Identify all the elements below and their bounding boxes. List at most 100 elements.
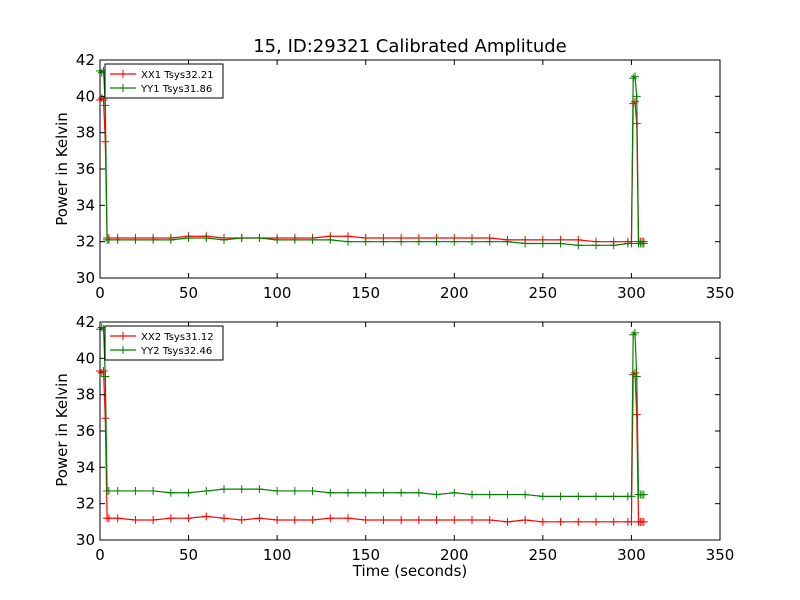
data-point-top-2 [255,234,264,243]
data-point-bottom-1 [104,514,113,523]
data-point-top-2 [632,92,641,101]
data-point-bottom-1 [344,514,352,523]
data-point-top-1 [99,95,108,104]
data-point-top-2 [468,237,476,246]
data-point-top-2 [101,101,110,110]
data-point-bottom-2 [308,486,317,495]
data-point-bottom-1 [538,517,547,526]
data-point-bottom-2 [101,372,110,381]
data-point-top-2 [414,237,423,246]
legend-top: XX1 Tsys32.21 YY1 Tsys31.86 [104,63,224,99]
data-point-bottom-2 [432,490,441,499]
data-point-top-2 [113,235,122,244]
data-point-bottom-1 [101,414,110,423]
data-point-bottom-1 [326,514,335,523]
x-axis-label: Time (seconds) [352,562,468,580]
y-tick-label-top: 38 [76,124,95,142]
data-point-bottom-1 [450,516,459,525]
data-point-top-2 [639,239,648,248]
data-point-bottom-2 [361,488,370,497]
x-tick-label-bottom: 300 [617,546,646,564]
x-tick-label-top: 350 [706,284,735,302]
data-point-bottom-2 [592,492,600,501]
y-tick-label-top: 32 [76,233,95,251]
x-tick-label-bottom: 50 [179,546,198,564]
data-point-bottom-1 [308,516,317,525]
data-point-bottom-2 [379,488,388,497]
y-tick-label-bottom: 40 [76,349,95,367]
y-tick-label-top: 42 [76,51,95,69]
y-tick-label-top: 34 [76,196,95,214]
data-point-top-2 [592,241,600,250]
data-point-bottom-2 [485,490,494,499]
data-point-bottom-2 [326,488,335,497]
data-point-bottom-2 [255,485,264,494]
legend-label-bottom-2: YY2 Tsys32.46 [140,346,212,357]
x-tick-label-bottom: 100 [263,546,292,564]
data-point-bottom-1 [521,516,530,525]
data-point-top-2 [379,237,388,246]
x-tick-label-top: 150 [351,284,380,302]
data-point-top-2 [131,235,140,244]
data-point-bottom-1 [592,517,600,526]
legend-label-top-2: YY1 Tsys31.86 [140,84,212,95]
data-point-bottom-1 [414,516,423,525]
data-point-bottom-2 [503,490,512,499]
data-point-bottom-2 [131,486,140,495]
data-point-top-2 [202,234,211,243]
data-point-top-2 [629,74,638,83]
plot-panel-top: 0 50 100 150 200 250 300 350 30 32 34 36 38 40 42 XX1 T… [76,51,734,302]
data-point-top-2 [149,235,158,244]
data-point-bottom-2 [97,323,106,332]
y-tick-label-bottom: 34 [76,458,95,476]
x-tick-label-top: 0 [95,284,105,302]
data-point-bottom-1 [149,516,158,525]
data-point-top-2 [397,237,406,246]
data-point-top-2 [627,239,636,248]
x-tick-label-top: 100 [263,284,292,302]
data-point-bottom-2 [468,490,476,499]
y-axis-label-top: Power in Kelvin [53,112,71,226]
legend-bottom: XX2 Tsys31.12 YY2 Tsys32.46 [104,325,224,361]
data-point-top-2 [609,241,618,250]
data-point-bottom-2 [632,372,641,381]
data-point-top-2 [166,235,175,244]
data-point-bottom-2 [397,488,406,497]
data-point-bottom-2 [556,492,565,501]
legend-marker-bottom-1 [119,332,127,340]
data-point-bottom-2 [521,490,530,499]
data-point-bottom-1 [639,517,648,526]
data-point-top-2 [273,235,282,244]
data-point-top-2 [237,234,246,243]
data-point-bottom-2 [273,486,282,495]
legend-box-bottom [104,325,224,361]
data-point-bottom-2 [237,485,246,494]
data-point-bottom-1 [202,512,211,521]
data-point-bottom-2 [149,486,158,495]
data-point-bottom-1 [184,514,193,523]
data-point-bottom-1 [574,517,583,526]
data-point-top-2 [538,239,547,248]
data-point-bottom-2 [184,488,193,497]
x-tick-label-bottom: 200 [440,546,469,564]
legend-label-top-1: XX1 Tsys32.21 [141,70,214,81]
x-tick-label-top: 200 [440,284,469,302]
data-point-bottom-2 [202,486,211,495]
data-point-top-2 [184,234,193,243]
data-point-bottom-1 [273,516,282,525]
data-point-bottom-2 [166,488,175,497]
data-point-bottom-1 [627,517,636,526]
data-point-bottom-1 [379,516,388,525]
data-point-bottom-1 [220,514,228,523]
y-tick-label-bottom: 42 [76,313,95,331]
legend-marker-bottom-2 [119,346,127,354]
x-tick-label-top: 250 [529,284,558,302]
y-tick-label-top: 36 [76,160,95,178]
data-point-top-2 [521,239,530,248]
data-point-bottom-1 [255,514,264,523]
x-tick-label-bottom: 150 [351,546,380,564]
data-point-bottom-1 [432,516,441,525]
data-point-bottom-1 [97,368,106,377]
